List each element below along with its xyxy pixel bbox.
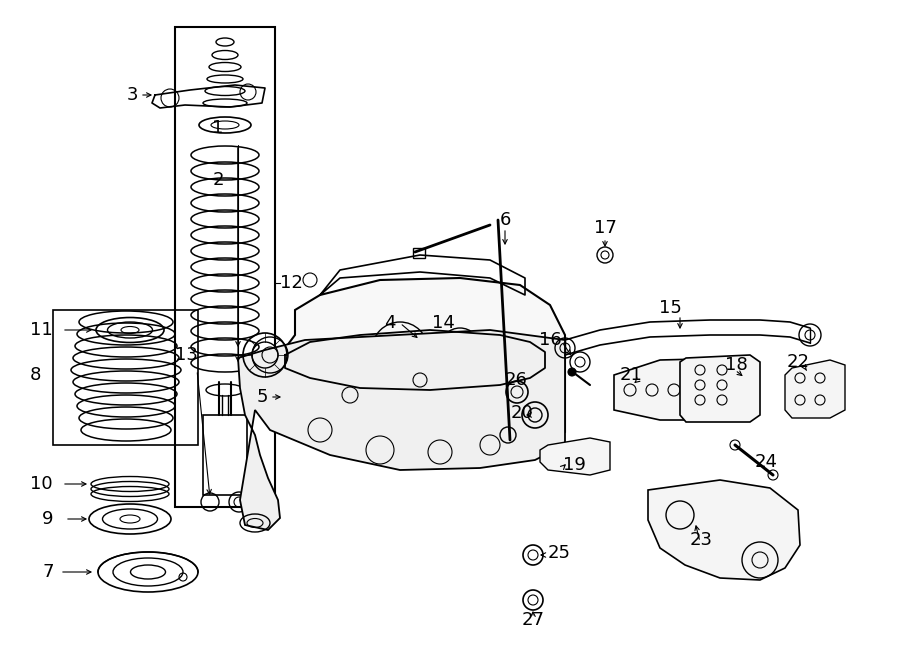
Text: 7: 7 bbox=[42, 563, 53, 581]
Polygon shape bbox=[280, 278, 565, 465]
Polygon shape bbox=[648, 480, 800, 580]
Polygon shape bbox=[238, 330, 565, 530]
Text: 25: 25 bbox=[548, 544, 571, 562]
Text: 1: 1 bbox=[212, 119, 224, 137]
Text: 27: 27 bbox=[521, 611, 544, 629]
Bar bbox=[53, 310, 198, 445]
Text: 11: 11 bbox=[30, 321, 53, 339]
Circle shape bbox=[568, 368, 576, 376]
Text: 4: 4 bbox=[384, 314, 396, 332]
Bar bbox=[413, 248, 425, 258]
Polygon shape bbox=[614, 358, 750, 420]
Polygon shape bbox=[680, 355, 760, 422]
Text: 26: 26 bbox=[505, 371, 527, 389]
Text: 14: 14 bbox=[432, 314, 454, 332]
Text: 15: 15 bbox=[659, 299, 681, 317]
Text: 17: 17 bbox=[594, 219, 616, 237]
Text: 12: 12 bbox=[280, 274, 303, 292]
Text: 19: 19 bbox=[563, 456, 586, 474]
Bar bbox=[283, 378, 321, 416]
Text: 3: 3 bbox=[127, 86, 138, 104]
Text: 18: 18 bbox=[725, 356, 748, 374]
Text: 16: 16 bbox=[539, 331, 562, 349]
Text: 24: 24 bbox=[755, 453, 778, 471]
Text: 23: 23 bbox=[690, 531, 713, 549]
Text: 21: 21 bbox=[620, 366, 643, 384]
Polygon shape bbox=[785, 360, 845, 418]
Text: 6: 6 bbox=[500, 211, 510, 229]
Text: 8: 8 bbox=[30, 366, 41, 384]
Bar bbox=[175, 27, 275, 507]
Text: 13: 13 bbox=[175, 346, 198, 364]
Bar bbox=[203, 415, 247, 495]
Text: 9: 9 bbox=[42, 510, 53, 528]
Polygon shape bbox=[540, 438, 610, 475]
Text: 10: 10 bbox=[30, 475, 52, 493]
Text: 2: 2 bbox=[212, 171, 224, 189]
Text: 22: 22 bbox=[787, 353, 810, 371]
Text: 20: 20 bbox=[510, 404, 533, 422]
Text: 5: 5 bbox=[256, 388, 268, 406]
